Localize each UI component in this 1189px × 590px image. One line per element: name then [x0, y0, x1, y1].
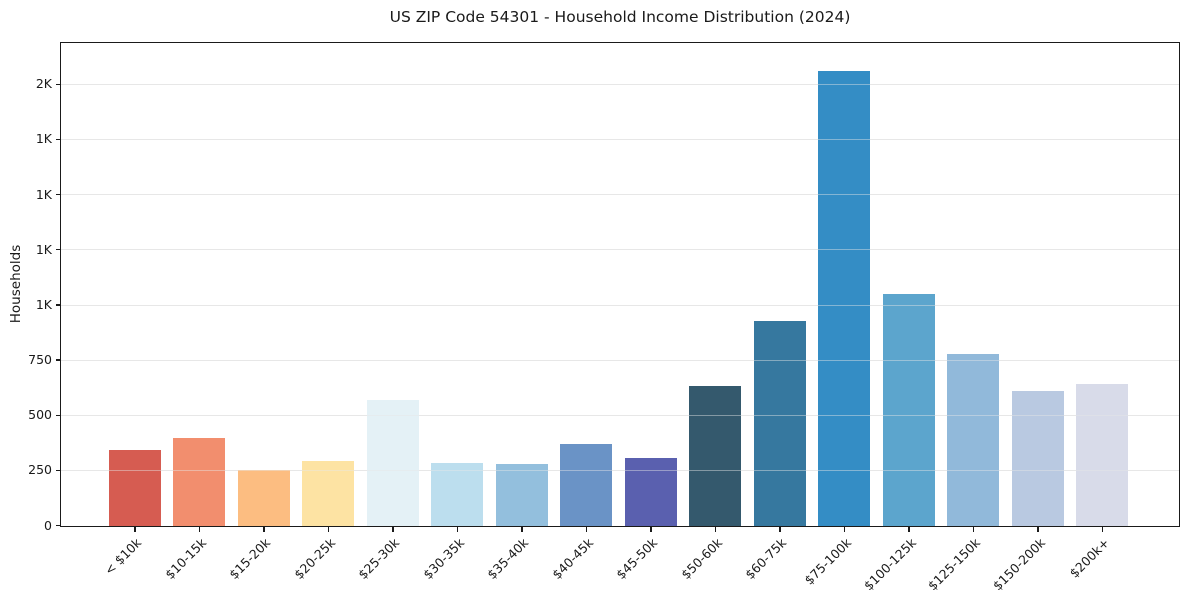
x-tick-label-$40-45k: $40-45k	[549, 535, 597, 583]
gridline-y-500	[61, 414, 1179, 416]
x-tick-label-$200k+: $200k+	[1066, 535, 1113, 581]
x-tick-$35-40k	[521, 527, 523, 532]
x-tick-$45-50k	[650, 527, 652, 532]
y-tick-label-1500: 1K	[35, 186, 52, 202]
y-tick-label-250: 250	[28, 462, 52, 478]
gridline-y-1250	[61, 249, 1179, 251]
bar-$35-40k	[495, 464, 548, 526]
x-tick-$50-60k	[714, 527, 717, 532]
x-tick-$30-35k	[456, 527, 459, 532]
gridline-y-2000	[61, 83, 1179, 85]
gridline-y-1500	[61, 194, 1179, 196]
bar-$100-125k	[882, 294, 935, 526]
gridline-y-500	[61, 414, 1179, 416]
x-tick-$200k+	[1101, 527, 1104, 532]
bar-$200k+	[1076, 383, 1129, 526]
x-tick-$60-75k	[779, 527, 781, 532]
x-tick-label-$150-200k: $150-200k	[989, 535, 1048, 590]
gridline-y-1750	[61, 138, 1179, 140]
x-tick-label-$35-40k: $35-40k	[484, 535, 532, 583]
bars-layer	[61, 43, 1179, 526]
x-tick-label-$45-50k: $45-50k	[613, 535, 661, 583]
chart-title: US ZIP Code 54301 - Household Income Dis…	[389, 8, 851, 26]
x-tick-$75-100k	[843, 527, 846, 532]
x-tick-$40-45k	[585, 527, 588, 532]
gridline-y-1500	[61, 194, 1179, 196]
x-tick-label-$20-25k: $20-25k	[291, 535, 339, 583]
gridline-y-1000	[61, 304, 1179, 306]
y-tick-label-1750: 1K	[35, 131, 52, 147]
bar-$125-150k	[947, 353, 1000, 526]
x-tick-$25-30k	[392, 527, 394, 532]
bar-$75-100k	[818, 71, 871, 526]
bar-$20-25k	[302, 460, 355, 526]
gridlines-over-layer	[61, 43, 1179, 526]
y-tick-label-750: 750	[28, 352, 52, 368]
x-tick-label-< $10k: < $10k	[101, 535, 145, 578]
bar-$50-60k	[689, 385, 742, 526]
gridline-y-1750	[61, 138, 1179, 140]
x-tick-label-$15-20k: $15-20k	[226, 535, 274, 583]
y-tick-label-0: 0	[44, 517, 52, 533]
plot-area	[60, 42, 1180, 527]
gridline-y-1250	[61, 249, 1179, 251]
y-tick-label-2000: 2K	[35, 76, 52, 92]
bar-$10-15k	[173, 437, 226, 526]
bar-$150-200k	[1011, 391, 1064, 526]
gridline-y-2000	[61, 83, 1179, 85]
x-tick-label-$25-30k: $25-30k	[355, 535, 403, 583]
gridline-y-250	[61, 470, 1179, 472]
x-tick-label-$75-100k: $75-100k	[801, 535, 855, 588]
x-tick-$125-150k	[972, 527, 975, 532]
bar-$30-35k	[431, 463, 484, 526]
x-tick-label-$50-60k: $50-60k	[678, 535, 726, 583]
x-tick-$100-125k	[908, 527, 910, 532]
bar-$45-50k	[624, 457, 677, 526]
x-tick-$15-20k	[263, 527, 265, 532]
gridline-y-750	[61, 359, 1179, 361]
gridline-y-1000	[61, 304, 1179, 306]
y-tick-label-500: 500	[28, 407, 52, 423]
bar-$40-45k	[560, 444, 613, 526]
gridline-y-750	[61, 359, 1179, 361]
bar-< $10k	[108, 449, 161, 526]
bar-$60-75k	[753, 320, 806, 526]
x-tick-$20-25k	[327, 527, 330, 532]
bar-$15-20k	[237, 469, 290, 526]
x-tick-$150-200k	[1037, 527, 1039, 532]
gridline-y-250	[61, 470, 1179, 472]
x-tick-$10-15k	[198, 527, 201, 532]
x-tick-label-$60-75k: $60-75k	[742, 535, 790, 583]
x-tick-label-$10-15k: $10-15k	[162, 535, 210, 583]
x-tick-label-$100-125k: $100-125k	[860, 535, 919, 590]
y-axis-label: Households	[8, 244, 24, 324]
bar-$25-30k	[366, 400, 419, 526]
x-tick-label-$125-150k: $125-150k	[924, 535, 984, 590]
x-tick-< $10k	[134, 527, 136, 532]
x-tick-label-$30-35k: $30-35k	[420, 535, 468, 583]
gridlines-under-layer	[61, 43, 1179, 526]
